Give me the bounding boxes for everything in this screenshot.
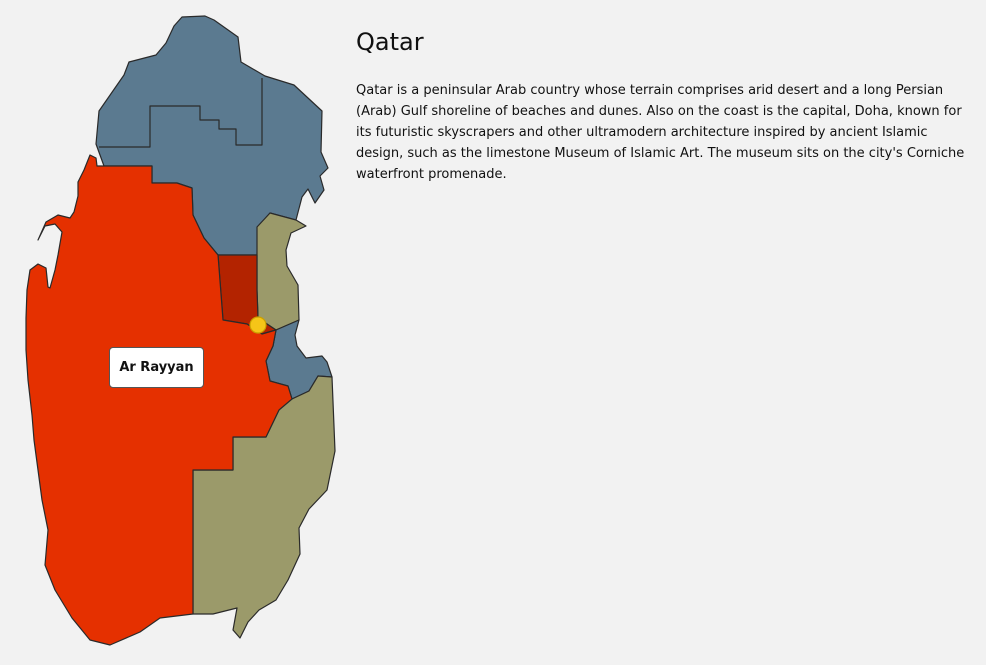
country-description: Qatar is a peninsular Arab country whose… (356, 83, 965, 182)
country-info-panel: Qatar Qatar is a peninsular Arab country… (356, 26, 968, 185)
region-ar-rayyan[interactable] (25, 154, 293, 646)
north-internal-boundary (99, 78, 263, 148)
region-tooltip: Ar Rayyan (109, 347, 204, 388)
country-title: Qatar (356, 28, 424, 56)
capital-marker[interactable] (249, 316, 267, 334)
qatar-map[interactable] (0, 0, 345, 665)
tooltip-region-name: Ar Rayyan (119, 360, 194, 375)
region-east[interactable] (256, 212, 307, 331)
